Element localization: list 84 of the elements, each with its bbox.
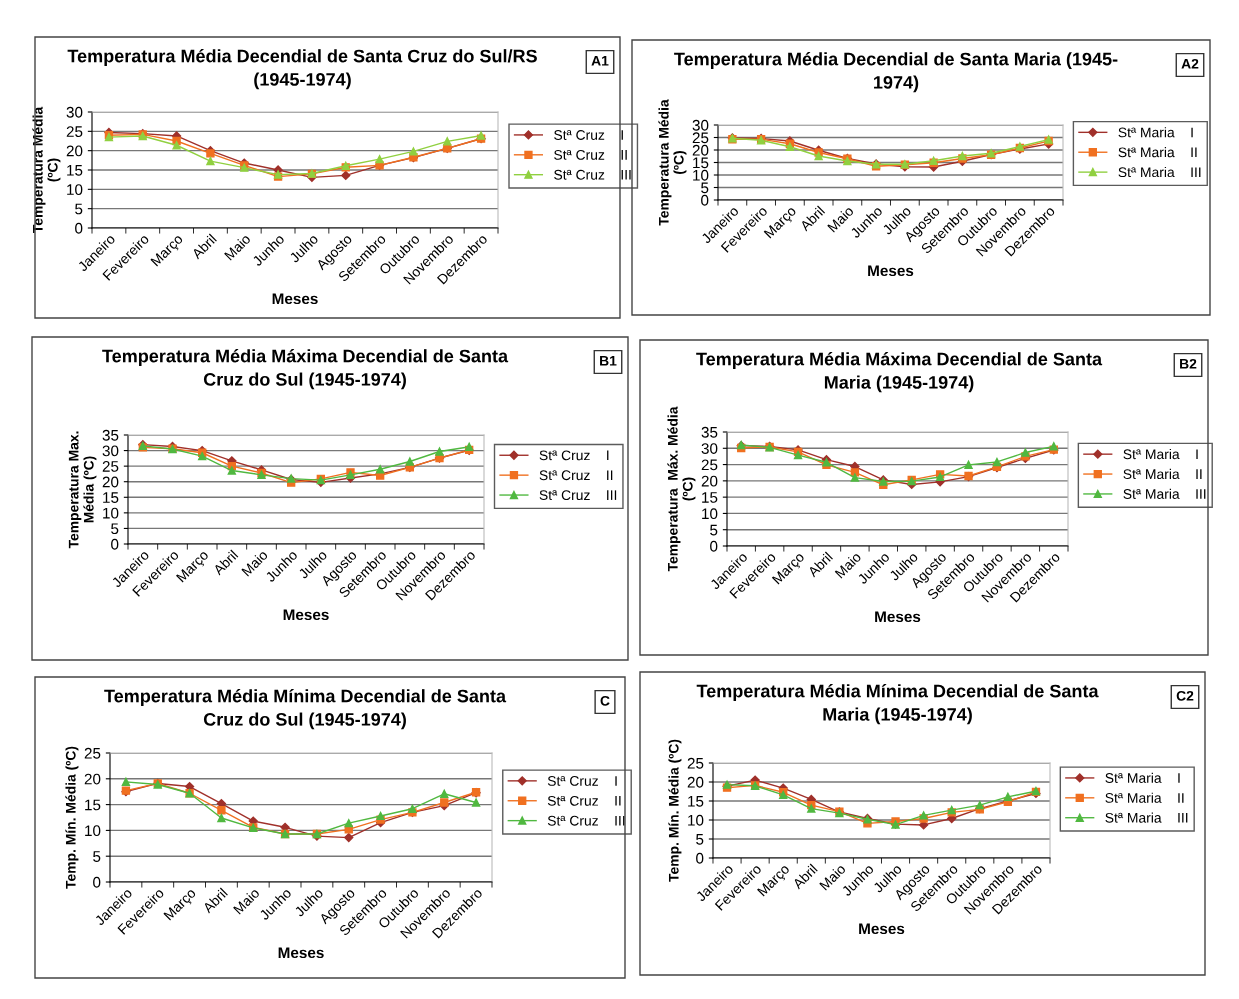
y-axis-title: Temperatura Média (ºC) [658,99,687,226]
y-tick-label: 20 [701,475,718,487]
y-axis-title: Temp. Mín. Média (ºC) [668,739,682,882]
y-tick-label: 5 [696,834,704,845]
legend-label: Stª Maria II [1118,147,1197,158]
y-tick-label: 25 [701,459,718,471]
legend-label: Stª Cruz III [547,815,625,826]
y-tick-label: 25 [692,132,709,144]
chart-title: Temperatura Média Mínima Decendial de Santa Cruz do Sul (1945-1974) [104,689,507,730]
y-tick-label: 10 [67,184,83,196]
x-axis-title: Meses [868,265,914,277]
y-tick-label: 35 [102,429,119,441]
x-axis-title: Meses [283,609,329,621]
legend-label: Stª Maria I [1123,448,1198,460]
y-tick-label: 15 [103,492,119,503]
y-tick-label: 10 [688,814,704,826]
text: B2 [1180,358,1197,369]
y-tick-label: 25 [66,126,83,138]
y-tick-label: 15 [85,799,101,811]
y-tick-label: 20 [692,144,709,156]
legend-label: Stª Maria II [1123,468,1202,480]
y-tick-label: 30 [692,119,709,131]
y-tick-label: 30 [66,106,83,118]
y-tick-label: 15 [688,796,704,807]
legend-label: Stª Cruz II [554,149,627,160]
x-axis-title: Meses [278,947,324,959]
legend-label: Stª Maria I [1118,127,1193,138]
legend-label: Stª Cruz I [539,450,609,461]
text: A1 [591,56,609,66]
y-axis-title: Temp. Mín. Média (ºC) [65,746,79,889]
y-tick-label: 10 [85,825,101,837]
y-tick-label: 10 [693,169,709,181]
y-tick-label: 25 [687,757,704,769]
text: C [600,695,610,706]
y-tick-label: 0 [93,876,101,888]
legend-label: Stª Maria III [1105,812,1188,823]
y-tick-label: 30 [102,445,119,457]
y-tick-label: 25 [84,747,101,759]
y-tick-label: 15 [693,157,709,169]
text: C2 [1176,690,1194,701]
y-tick-label: 15 [702,492,718,503]
y-tick-label: 15 [67,165,83,176]
y-tick-label: 0 [701,194,709,206]
legend-label: Stª Cruz II [539,470,613,481]
y-tick-label: 30 [701,443,718,454]
y-tick-label: 0 [710,540,718,552]
text: A2 [1181,58,1199,69]
y-tick-label: 20 [84,773,101,785]
y-tick-label: 10 [702,508,718,520]
legend-label: Stª Maria I [1105,772,1180,783]
x-axis-title: Meses [875,611,921,623]
y-tick-label: 5 [111,523,119,535]
y-tick-label: 5 [701,182,709,194]
y-axis-title: Temperatura Máx. Média (ºC) [667,406,696,572]
legend-label: Stª Cruz II [547,795,621,806]
chart-title: Temperatura Média Máxima Decendial de Santa Maria (1945-1974) [696,352,1103,393]
legend-label: Stª Cruz III [539,490,617,501]
y-tick-label: 20 [66,145,83,157]
y-tick-label: 5 [93,851,101,862]
legend-label: Stª Maria II [1105,792,1184,803]
chart-title: Temperatura Média Decendial de Santa Maria (1945- 1974) [674,52,1118,93]
x-axis-title: Meses [859,923,905,935]
text: B1 [600,356,617,366]
y-tick-label: 10 [103,507,119,519]
legend-label: Stª Maria III [1123,488,1206,499]
legend-label: Stª Maria III [1118,166,1201,178]
legend-label: Stª Cruz I [547,776,617,786]
y-axis-title: Temperatura Média (ºC) [32,106,61,233]
y-tick-label: 35 [701,426,718,438]
y-tick-label: 20 [687,776,704,788]
x-axis-title: Meses [272,293,318,305]
y-tick-label: 0 [75,222,83,234]
y-tick-label: 0 [111,538,119,550]
chart-title: Temperatura Média Decendial de Santa Cruz do Sul/RS (1945-1974) [67,49,537,90]
chart-title: Temperatura Média Mínima Decendial de Santa Maria (1945-1974) [696,684,1099,725]
y-axis-title: Temperatura Max. Média (ºC) [68,431,97,549]
chart-title: Temperatura Média Máxima Decendial de Santa Cruz do Sul (1945-1974) [102,349,509,390]
y-tick-label: 5 [710,524,718,536]
y-tick-label: 5 [75,203,83,215]
y-tick-label: 20 [102,476,119,488]
legend-label: Stª Cruz I [554,130,623,140]
y-tick-label: 25 [102,461,119,472]
legend-label: Stª Cruz III [554,169,631,180]
y-tick-label: 0 [696,852,704,864]
